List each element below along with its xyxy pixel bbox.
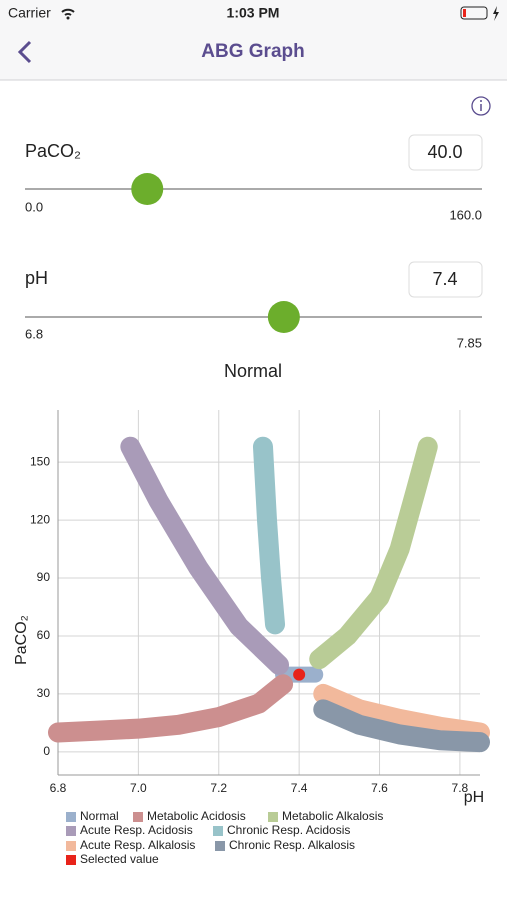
wifi-icon: [61, 8, 75, 16]
legend-swatch: [66, 812, 76, 822]
y-tick-label: 0: [43, 744, 50, 758]
y-tick-label: 150: [30, 454, 50, 468]
x-tick-label: 7.0: [130, 781, 147, 795]
legend-label: Selected value: [80, 852, 159, 866]
x-tick-label: 7.4: [291, 781, 308, 795]
legend-swatch: [66, 841, 76, 851]
legend-swatch: [133, 812, 143, 822]
region-band: [313, 683, 490, 743]
battery-level: [463, 9, 466, 17]
legend-swatch: [268, 812, 278, 822]
paco2-min: 0.0: [25, 199, 43, 214]
ph-label: pH: [25, 268, 48, 288]
y-tick-label: 60: [37, 628, 51, 642]
y-tick-label: 30: [37, 686, 51, 700]
legend-label: Chronic Resp. Alkalosis: [229, 838, 355, 852]
legend-swatch: [66, 855, 76, 865]
legend-swatch: [66, 826, 76, 836]
legend-label: Normal: [80, 809, 119, 823]
region-band: [313, 699, 490, 753]
legend-label: Metabolic Acidosis: [147, 809, 246, 823]
y-tick-label: 90: [37, 570, 51, 584]
paco2-input[interactable]: [408, 134, 483, 171]
paco2-value: 40.0: [427, 142, 462, 162]
x-tick-label: 7.6: [371, 781, 388, 795]
region-band: [120, 436, 290, 675]
legend-label: Metabolic Alkalosis: [282, 809, 383, 823]
info-dot: [480, 100, 482, 102]
interpretation: Normal: [224, 361, 282, 381]
ph-value: 7.4: [432, 269, 457, 289]
info-button[interactable]: [471, 96, 491, 116]
carrier: Carrier: [8, 5, 51, 21]
nav-title: ABG Graph: [201, 41, 304, 62]
paco2-max: 160.0: [449, 207, 482, 222]
ph-max: 7.85: [457, 335, 482, 350]
y-axis-label: PaCO₂: [13, 615, 30, 665]
legend-label: Acute Resp. Acidosis: [80, 823, 193, 837]
legend-swatch: [213, 826, 223, 836]
x-tick-label: 7.8: [452, 781, 469, 795]
battery: [460, 6, 488, 20]
region-band: [48, 674, 294, 743]
x-tick-label: 6.8: [50, 781, 67, 795]
legend-label: Chronic Resp. Acidosis: [227, 823, 350, 837]
selected-point: [293, 668, 306, 681]
legend-swatch: [215, 841, 225, 851]
ph-min: 6.8: [25, 326, 43, 341]
clock: 1:03 PM: [227, 5, 280, 21]
top-bar-bg: [0, 0, 507, 80]
info-circle: [471, 96, 491, 116]
wifi-dot: [66, 16, 70, 20]
region-band: [309, 436, 438, 670]
paco2-label: PaCO₂: [25, 141, 81, 161]
slider-thumb[interactable]: [267, 301, 300, 333]
ph-input[interactable]: [408, 261, 483, 298]
back-button[interactable]: [17, 40, 32, 64]
y-tick-label: 120: [30, 512, 50, 526]
region-band: [252, 436, 286, 635]
slider-thumb[interactable]: [131, 173, 164, 205]
legend-label: Acute Resp. Alkalosis: [80, 838, 195, 852]
x-tick-label: 7.2: [210, 781, 227, 795]
x-axis-label: pH: [464, 789, 484, 806]
charging-icon: [493, 6, 499, 21]
